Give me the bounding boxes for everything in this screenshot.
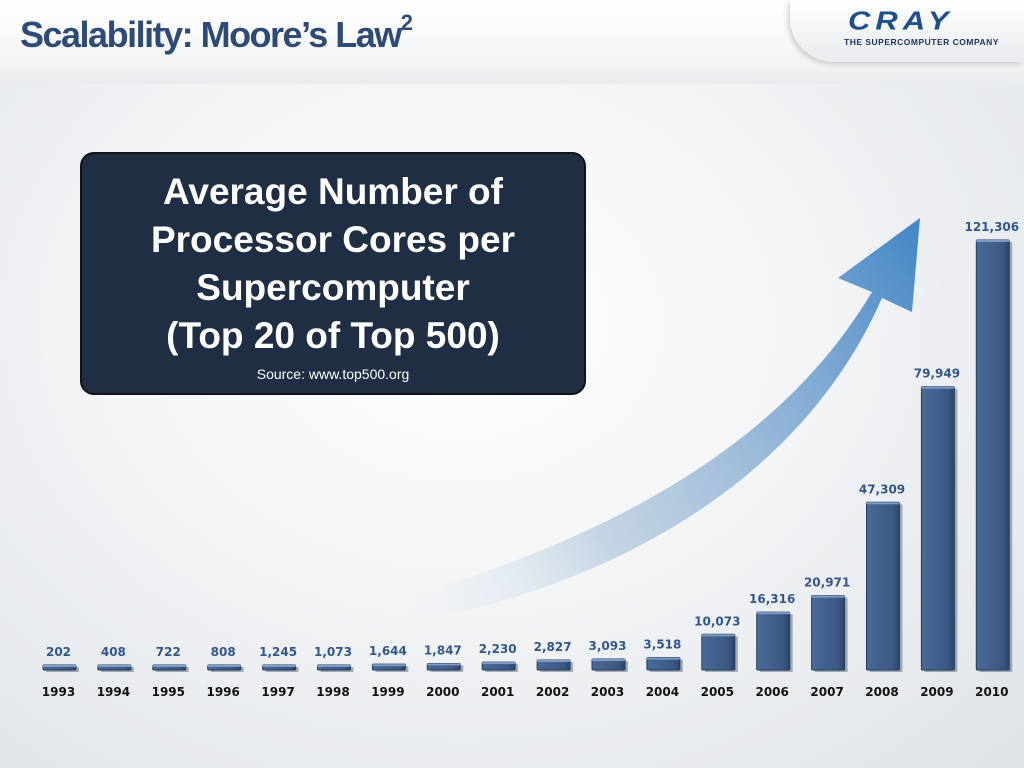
x-tick-label-2001: 2001	[481, 685, 514, 699]
chart-title-line: Average Number of	[163, 171, 503, 212]
growth-arrow	[360, 218, 920, 630]
bar-top-highlight	[756, 612, 790, 615]
bar-2007	[811, 595, 846, 671]
x-tick-label-2000: 2000	[426, 685, 459, 699]
bar-top-highlight	[427, 663, 461, 666]
value-label-2000: 1,847	[424, 643, 462, 657]
value-label-1994: 408	[101, 645, 126, 659]
bar-2010	[975, 239, 1010, 671]
value-label-2010: 121,306	[964, 220, 1019, 234]
x-tick-label-2007: 2007	[810, 685, 843, 699]
x-tick-label-2009: 2009	[920, 685, 953, 699]
chart-title-line: Supercomputer	[196, 267, 470, 308]
bar-top-highlight	[97, 665, 131, 667]
value-label-2007: 20,971	[804, 576, 850, 590]
value-label-2006: 16,316	[749, 592, 795, 606]
chart-title-line: (Top 20 of Top 500)	[166, 315, 500, 356]
logo-tagline: THE SUPERCOMPUTER COMPANY	[844, 37, 999, 47]
value-label-1997: 1,245	[259, 645, 297, 659]
value-label-1995: 722	[156, 645, 181, 659]
bar-top-highlight	[482, 662, 516, 665]
x-tick-label-2003: 2003	[591, 685, 624, 699]
x-tick-label-2005: 2005	[701, 685, 734, 699]
value-label-2009: 79,949	[914, 367, 960, 381]
bar-top-highlight	[43, 665, 76, 667]
x-tick-label-1996: 1996	[206, 685, 239, 699]
x-tick-label-1998: 1998	[316, 685, 349, 699]
value-label-2004: 3,518	[643, 638, 681, 652]
x-tick-label-1999: 1999	[371, 685, 404, 699]
x-tick-label-2004: 2004	[646, 685, 679, 699]
bar-2005	[701, 633, 736, 671]
bar-top-highlight	[372, 664, 406, 667]
bar-top-highlight	[646, 657, 680, 660]
x-tick-label-1995: 1995	[152, 685, 185, 699]
bar-2006	[756, 611, 791, 671]
chart-title-box: Average Number of Processor Cores per Su…	[80, 152, 586, 395]
chart-title: Average Number of Processor Cores per Su…	[82, 168, 584, 360]
x-tick-label-1997: 1997	[261, 685, 294, 699]
chart-title-line: Processor Cores per	[150, 219, 515, 260]
value-label-2003: 3,093	[589, 639, 627, 653]
value-label-2001: 2,230	[479, 642, 517, 656]
bar-top-highlight	[152, 665, 186, 667]
value-label-1998: 1,073	[314, 645, 352, 659]
chart-source: Source: www.top500.org	[256, 366, 410, 382]
x-tick-label-2002: 2002	[536, 685, 569, 699]
value-label-2002: 2,827	[534, 640, 572, 654]
cray-logo: CRAY THE SUPERCOMPUTER COMPANY	[790, 0, 1024, 62]
bar-top-highlight	[921, 386, 955, 389]
value-label-1999: 1,644	[369, 644, 407, 658]
bar-top-highlight	[976, 240, 1010, 242]
x-tick-label-2008: 2008	[865, 685, 898, 699]
x-tick-label-1994: 1994	[97, 685, 130, 699]
title-superscript: 2	[400, 10, 413, 35]
bar-2009	[920, 386, 955, 671]
page-title: Scalability: Moore’s Law2	[20, 10, 413, 56]
page-title-text: Scalability: Moore’s Law	[20, 14, 402, 55]
x-tick-label-1993: 1993	[42, 685, 75, 699]
bar-top-highlight	[811, 595, 845, 598]
bar-top-highlight	[592, 659, 625, 662]
x-tick-label-2006: 2006	[755, 685, 788, 699]
bar-top-highlight	[207, 665, 241, 667]
bar-top-highlight	[537, 659, 571, 662]
bar-top-highlight	[317, 665, 351, 667]
bar-2008	[866, 501, 900, 671]
bar-top-highlight	[866, 502, 900, 505]
logo-wordmark: CRAY	[848, 5, 954, 36]
bar-top-highlight	[701, 634, 735, 637]
value-label-1996: 808	[211, 645, 236, 659]
value-label-2008: 47,309	[859, 482, 905, 496]
value-label-1993: 202	[46, 645, 71, 659]
bar-top-highlight	[262, 665, 296, 667]
value-label-2005: 10,073	[694, 614, 740, 628]
x-tick-label-2010: 2010	[975, 685, 1008, 699]
